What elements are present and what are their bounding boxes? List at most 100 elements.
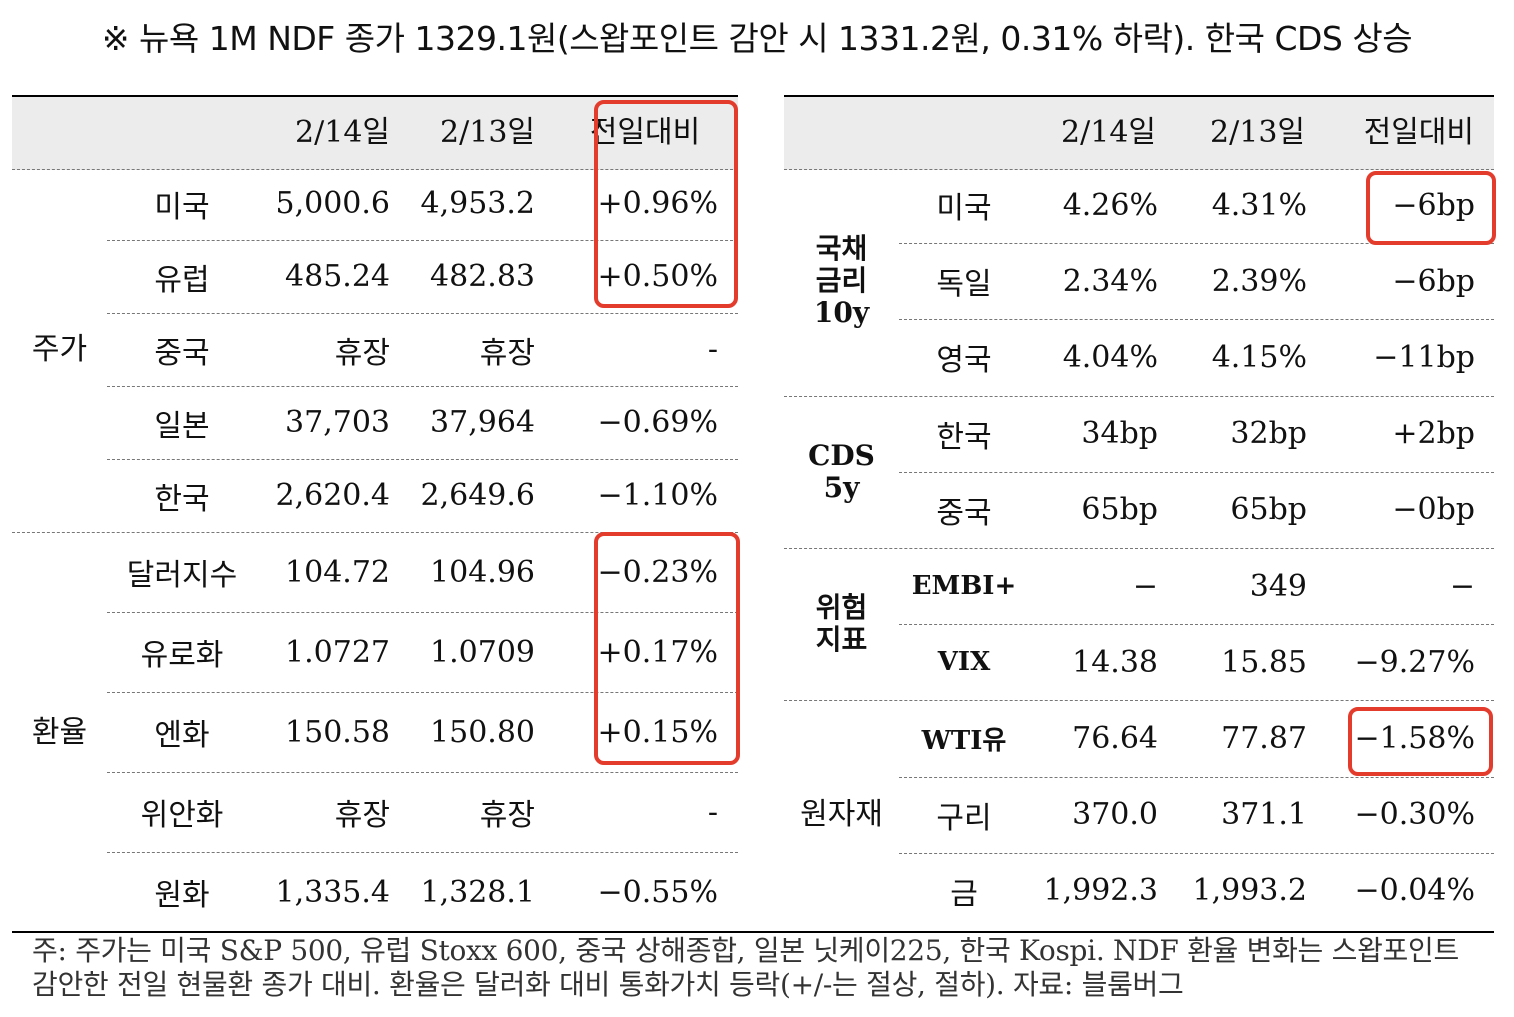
header-date-2: 2/13일 <box>1210 115 1305 150</box>
value-date-1: 65bp <box>1081 492 1158 528</box>
group-label-text: 환율 <box>31 714 88 750</box>
table-row: VIX 14.38 15.85 −9.27% <box>784 624 1494 700</box>
value-date-2: 371.1 <box>1221 797 1307 833</box>
right-table-header: 2/14일 2/13일 전일대비 <box>784 95 1494 170</box>
row-divider <box>107 852 738 853</box>
value-change: −6bp <box>1392 187 1475 223</box>
value-date-2: 37,964 <box>430 405 535 440</box>
group-label: CDS 5y <box>784 396 899 548</box>
header-date-2: 2/13일 <box>440 115 535 150</box>
value-change: - <box>707 794 718 830</box>
row-divider <box>107 612 738 613</box>
highlight-box-us-bond <box>1366 171 1496 245</box>
group-label-line: 10y <box>813 296 870 330</box>
group-label-text: 주가 <box>31 332 88 367</box>
value-change: −0.55% <box>597 874 718 910</box>
value-date-1: 37,703 <box>285 405 390 440</box>
value-date-2: 104.96 <box>430 554 535 590</box>
value-date-2: 482.83 <box>430 259 535 294</box>
table-row: EMBI+ − 349 − <box>784 548 1494 624</box>
value-date-2: 65bp <box>1230 492 1307 528</box>
row-divider <box>107 692 738 693</box>
row-label: 금 <box>950 876 978 912</box>
value-change: −0.30% <box>1354 797 1475 833</box>
group-label-text: 원자재 <box>800 798 883 831</box>
row-label: 중국 <box>936 495 992 531</box>
value-change: −1.58% <box>1354 720 1475 756</box>
group-label-line: 위험 <box>815 591 868 625</box>
value-change: +0.96% <box>597 186 718 221</box>
value-change: +0.17% <box>597 634 718 670</box>
row-divider <box>107 313 738 314</box>
row-label: 독일 <box>936 267 992 303</box>
table-row: WTI유 76.64 77.87 −1.58% <box>784 700 1494 776</box>
value-date-2: 1,328.1 <box>420 874 535 910</box>
value-date-1: 5,000.6 <box>275 186 390 221</box>
group-divider <box>12 532 738 533</box>
value-date-1: 1,335.4 <box>275 874 390 910</box>
group-label-text: 국채 금리 10y <box>814 233 869 329</box>
value-date-1: 104.72 <box>285 554 390 590</box>
table-row: 영국 4.04% 4.15% −11bp <box>784 319 1494 395</box>
value-date-1: 150.58 <box>285 714 390 750</box>
row-divider <box>899 852 1494 854</box>
table-row: 미국 5,000.6 4,953.2 +0.96% <box>12 167 738 240</box>
table-row: 엔화 150.58 150.80 +0.15% <box>12 692 738 772</box>
value-date-2: 32bp <box>1230 416 1307 452</box>
value-change: −0.69% <box>597 405 718 440</box>
value-change: - <box>707 332 718 367</box>
value-date-1: 4.04% <box>1062 339 1158 375</box>
row-label: WTI유 <box>921 725 1007 756</box>
value-date-2: 1,993.2 <box>1192 873 1307 909</box>
value-date-2: 349 <box>1249 568 1307 604</box>
table-row: 한국 34bp 32bp +2bp <box>784 396 1494 472</box>
group-label-line: 원자재 <box>800 797 883 833</box>
value-date-2: 15.85 <box>1221 644 1307 680</box>
table-row: 중국 휴장 휴장 - <box>12 313 738 386</box>
header-change: 전일대비 <box>589 115 701 150</box>
group-label-text: 위험 지표 <box>816 592 868 656</box>
row-divider <box>107 459 738 460</box>
row-label: 위안화 <box>140 798 224 833</box>
row-label: 구리 <box>936 800 992 836</box>
header-change: 전일대비 <box>1363 115 1474 150</box>
group-label: 주가 <box>12 167 107 532</box>
group-divider <box>784 700 1494 702</box>
group-label: 국채 금리 10y <box>784 167 899 396</box>
group-label: 환율 <box>12 532 107 932</box>
value-date-1: 4.26% <box>1062 187 1158 223</box>
table-row: 미국 4.26% 4.31% −6bp <box>784 167 1494 243</box>
value-date-1: 1,992.3 <box>1043 873 1158 909</box>
group-label-text: CDS 5y <box>808 439 875 504</box>
value-date-2: 4,953.2 <box>420 186 535 221</box>
group-divider <box>784 548 1494 549</box>
table-row: 일본 37,703 37,964 −0.69% <box>12 386 738 459</box>
value-date-1: 34bp <box>1081 416 1158 452</box>
row-label: 유럽 <box>154 262 210 298</box>
row-divider <box>107 240 738 241</box>
table-row: 유로화 1.0727 1.0709 +0.17% <box>12 612 738 692</box>
table-row: 유럽 485.24 482.83 +0.50% <box>12 240 738 313</box>
row-label: 원화 <box>154 878 210 913</box>
row-divider <box>899 319 1494 321</box>
row-divider <box>899 624 1494 626</box>
table-row: 중국 65bp 65bp −0bp <box>784 472 1494 548</box>
row-divider <box>899 471 1494 473</box>
highlight-box-wti <box>1348 707 1493 776</box>
value-change: −9.27% <box>1354 644 1475 680</box>
table-row: 금 1,992.3 1,993.2 −0.04% <box>784 853 1494 929</box>
value-change: −0.04% <box>1354 873 1475 909</box>
table-row: 원화 1,335.4 1,328.1 −0.55% <box>12 852 738 932</box>
value-date-2: 휴장 <box>479 335 535 371</box>
page-title: ※ 뉴욕 1M NDF 종가 1329.1원(스왑포인트 감안 시 1331.2… <box>101 19 1413 58</box>
row-label: 미국 <box>154 189 210 225</box>
row-divider <box>107 386 738 387</box>
group-label-line: 5y <box>823 470 860 504</box>
value-date-2: 2.39% <box>1211 263 1307 299</box>
value-date-2: 2,649.6 <box>420 478 535 513</box>
row-label: VIX <box>937 647 991 678</box>
value-date-1: 14.38 <box>1072 644 1158 680</box>
header-date-1: 2/14일 <box>1061 115 1156 150</box>
value-date-1: 2.34% <box>1062 263 1158 299</box>
group-label-line: 국채 <box>815 232 868 266</box>
